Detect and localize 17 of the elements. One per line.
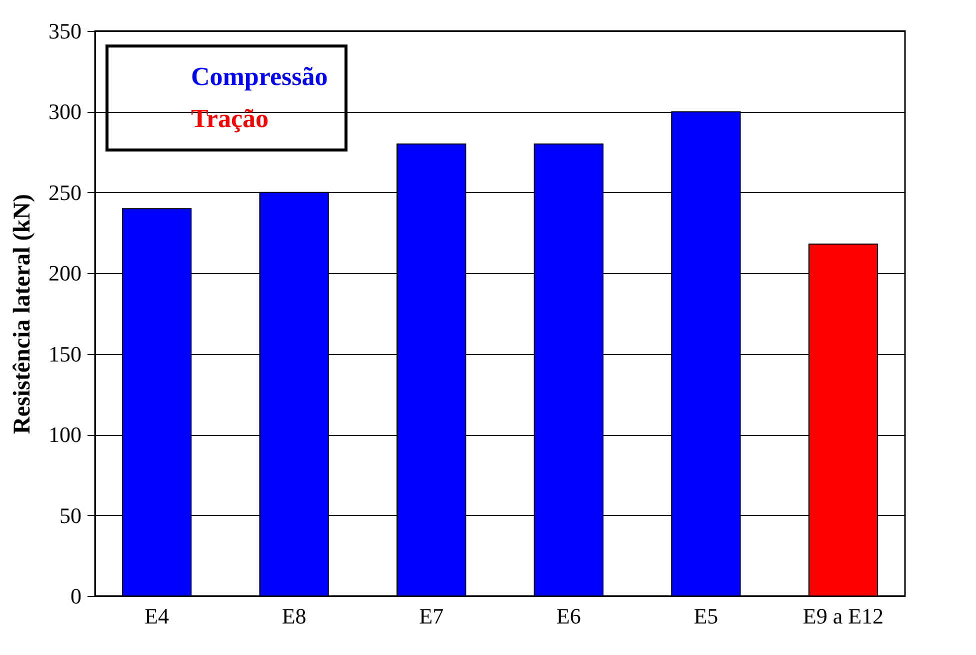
y-tick-label: 300	[48, 99, 82, 124]
y-tick-label: 50	[60, 502, 82, 528]
x-tick-label: E6	[556, 604, 581, 628]
y-axis-title: Resistência lateral (kN)	[10, 194, 36, 434]
y-tick-label: 250	[48, 180, 82, 205]
text: Tração	[191, 104, 268, 133]
y-tick-label: 100	[48, 422, 82, 448]
y-tick-label: 0	[70, 584, 82, 608]
y-tick-label: 150	[48, 341, 82, 366]
x-tick-label: E9 a E12	[802, 604, 884, 628]
x-tick-label: E4	[144, 604, 170, 628]
y-tick-label: 200	[48, 260, 82, 286]
y-tick-label: 350	[48, 18, 82, 44]
text: Compressão	[191, 62, 328, 91]
x-tick-label: E8	[282, 604, 306, 628]
x-tick-label: E7	[419, 604, 444, 628]
x-tick-label: E5	[694, 604, 718, 628]
